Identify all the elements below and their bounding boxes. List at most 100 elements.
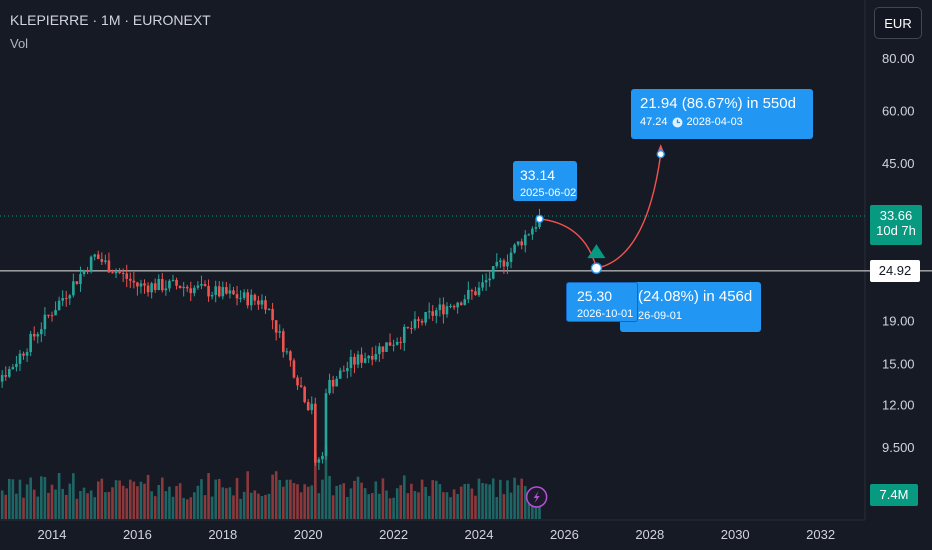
trough-up-marker — [587, 244, 606, 259]
candle-body-91 — [299, 385, 303, 387]
candle-body-57 — [178, 285, 182, 289]
volume-bar-104 — [346, 497, 349, 519]
volume-bar-114 — [381, 478, 385, 519]
candle-body-114 — [381, 346, 385, 352]
volume-bar-7 — [0, 490, 4, 519]
candle-body-97 — [321, 455, 324, 460]
volume-bar-89 — [292, 483, 296, 519]
volume-bar-54 — [168, 486, 171, 519]
candle-body-43 — [128, 278, 132, 281]
x-tick-0: 2014 — [38, 527, 67, 542]
candle-body-39 — [114, 271, 118, 274]
currency-button[interactable]: EUR — [874, 7, 922, 39]
volume-bar-23 — [57, 472, 61, 519]
candle-body-74 — [239, 297, 242, 299]
candle-body-55 — [171, 279, 175, 281]
volume-bar-26 — [68, 483, 72, 519]
volume-bar-78 — [253, 490, 257, 519]
candle-body-24 — [61, 298, 64, 301]
candle-body-102 — [338, 370, 342, 379]
volume-bar-151 — [513, 477, 516, 519]
volume-bar-109 — [363, 488, 367, 519]
volume-bar-58 — [182, 497, 185, 519]
candle-body-100 — [331, 379, 335, 387]
drop-label[interactable]: (24.08%) in 456d 26-09-01 — [620, 282, 761, 332]
candle-body-81 — [264, 300, 267, 310]
volume-indicator-label[interactable]: Vol — [10, 36, 29, 51]
candle-body-21 — [50, 315, 54, 317]
candle-body-103 — [342, 370, 346, 372]
candle-body-77 — [249, 294, 253, 306]
volume-bar-134 — [452, 489, 456, 519]
candle-body-149 — [506, 261, 509, 267]
volume-bar-24 — [61, 488, 64, 519]
volume-bar-97 — [321, 479, 324, 519]
target-label[interactable]: 21.94 (86.67%) in 550d 47.24 2028-04-03 — [631, 89, 813, 139]
candle-body-23 — [57, 300, 61, 310]
candle-body-19 — [43, 314, 47, 330]
volume-bar-100 — [331, 495, 335, 519]
candle-body-150 — [509, 252, 513, 262]
volume-bar-63 — [200, 479, 203, 519]
candle-body-141 — [477, 287, 481, 296]
volume-bar-139 — [470, 488, 474, 519]
volume-bar-60 — [189, 497, 193, 519]
candle-body-104 — [346, 368, 349, 372]
candle-body-69 — [221, 287, 225, 297]
volume-bar-62 — [196, 485, 200, 519]
candle-body-90 — [296, 377, 299, 386]
candle-body-47 — [143, 283, 146, 286]
volume-bar-138 — [467, 483, 470, 519]
candle-body-12 — [18, 353, 22, 364]
candle-body-59 — [185, 286, 189, 289]
candle-body-123 — [413, 319, 417, 329]
volume-bar-93 — [306, 486, 310, 519]
candle-body-144 — [488, 278, 491, 281]
candle-body-152 — [516, 241, 520, 245]
candle-body-29 — [79, 274, 82, 285]
candle-body-42 — [125, 273, 129, 279]
candle-body-67 — [214, 286, 217, 295]
last-price-tag: 33.66 10d 7h — [870, 205, 922, 245]
volume-bar-67 — [214, 479, 217, 519]
candle-body-143 — [484, 280, 488, 283]
candle-body-68 — [217, 286, 221, 297]
candle-body-87 — [285, 351, 289, 353]
candle-body-98 — [324, 393, 328, 456]
candle-body-148 — [502, 260, 506, 267]
candle-body-118 — [395, 341, 399, 345]
volume-bar-130 — [438, 484, 442, 519]
candle-body-124 — [417, 319, 420, 321]
candle-body-41 — [121, 272, 125, 274]
volume-bar-143 — [484, 483, 488, 519]
x-tick-6: 2026 — [550, 527, 579, 542]
target-date: 2028-04-03 — [686, 116, 743, 128]
candle-body-134 — [452, 305, 456, 308]
volume-bar-12 — [18, 479, 22, 519]
candle-body-10 — [11, 367, 15, 370]
volume-bar-64 — [203, 495, 207, 519]
drop-date: 26-09-01 — [638, 310, 683, 322]
volume-bar-127 — [427, 495, 431, 519]
volume-bar-17 — [36, 496, 40, 519]
candle-body-83 — [271, 308, 274, 321]
clock-icon — [672, 117, 683, 127]
lightning-icon — [533, 491, 540, 503]
y-tick-8: 9.500 — [882, 440, 915, 455]
volume-bar-69 — [221, 487, 225, 519]
volume-bar-124 — [417, 492, 420, 519]
volume-bar-74 — [239, 498, 242, 519]
candle-body-128 — [431, 311, 435, 316]
volume-bar-108 — [360, 482, 363, 519]
volume-bar-39 — [114, 480, 118, 519]
candle-body-50 — [153, 283, 157, 291]
candle-body-139 — [470, 290, 474, 292]
volume-bar-14 — [25, 484, 29, 519]
trough-label[interactable]: 25.30 2026-10-01 — [566, 282, 638, 322]
candle-body-33 — [93, 254, 96, 257]
peak-label[interactable]: 33.14 2025-06-02 — [513, 161, 577, 201]
volume-bar-141 — [477, 478, 481, 519]
volume-bar-156 — [531, 497, 534, 519]
